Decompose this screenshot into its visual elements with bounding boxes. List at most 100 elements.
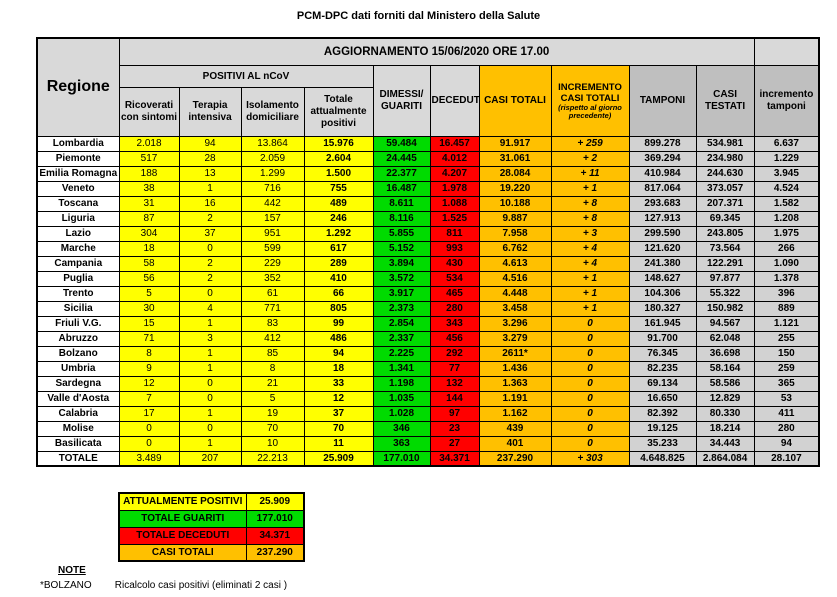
cell-incremento-casi: + 4 (550, 255, 630, 272)
cell-deceduti: 97 (429, 405, 480, 422)
cell-incremento-tamponi: 6.637 (753, 135, 820, 152)
cell-dimessi: 3.894 (372, 255, 431, 272)
cell-casi-testati: 73.564 (695, 240, 755, 257)
cell-incremento-tamponi: 1.975 (753, 225, 820, 242)
note-title: NOTE (58, 565, 86, 576)
cell-deceduti: 343 (429, 315, 480, 332)
cell-totale-positivi: 486 (303, 330, 374, 347)
cell-casi-totali: 9.887 (478, 210, 552, 227)
cell-isolamento: 19 (240, 405, 305, 422)
cell-casi-testati: 122.291 (695, 255, 755, 272)
cell-incremento-tamponi: 94 (753, 435, 820, 452)
cell-isolamento: 10 (240, 435, 305, 452)
cell-totale-positivi: 11 (303, 435, 374, 452)
cell-ricoverati: 18 (118, 240, 180, 257)
cell-casi-totali: 401 (478, 435, 552, 452)
cell-incremento-tamponi: 1.121 (753, 315, 820, 332)
cell-regione: Calabria (36, 405, 120, 422)
cell-dimessi: 3.572 (372, 270, 431, 287)
cell-tamponi: 127.913 (628, 210, 697, 227)
table-row: Bolzano 8 1 85 94 2.225 292 2611* 0 76.345 36.698 1… (36, 345, 820, 362)
cell-terapia: 4 (178, 300, 242, 317)
table-row: Marche 18 0 599 617 5.152 993 6.762 + 4 121.620 73… (36, 240, 820, 257)
header-row-update: Regione AGGIORNAMENTO 15/06/2020 ORE 17.… (36, 37, 820, 137)
cell-incremento-casi: 0 (550, 435, 630, 452)
cell-isolamento: 5 (240, 390, 305, 407)
cell-deceduti: 430 (429, 255, 480, 272)
cell-casi-testati: 36.698 (695, 345, 755, 362)
cell-tamponi: 817.064 (628, 180, 697, 197)
cell-incremento-casi: 0 (550, 405, 630, 422)
note-label: *BOLZANO (40, 580, 92, 591)
cell-regione: Emilia Romagna (36, 165, 120, 182)
cell-terapia: 3 (178, 330, 242, 347)
cell-dimessi: 5.855 (372, 225, 431, 242)
cell-dimessi: 1.341 (372, 360, 431, 377)
header-isolamento: Isolamento domiciliare (240, 86, 305, 137)
cell-incremento-casi: 0 (550, 345, 630, 362)
header-row-sub: Ricoverati con sintomi Terapia intensiva… (37, 86, 819, 137)
cell-dimessi: 177.010 (372, 450, 431, 467)
table-body: Lombardia 2.018 94 13.864 15.976 59.484 16.457… (36, 135, 820, 467)
cell-incremento-casi: 0 (550, 315, 630, 332)
cell-ricoverati: 2.018 (118, 135, 180, 152)
cell-tamponi: 241.380 (628, 255, 697, 272)
cell-regione: Valle d'Aosta (36, 390, 120, 407)
cell-deceduti: 132 (429, 375, 480, 392)
cell-deceduti: 23 (429, 420, 480, 437)
cell-deceduti: 465 (429, 285, 480, 302)
cell-totale-positivi: 18 (303, 360, 374, 377)
cell-incremento-tamponi: 4.524 (753, 180, 820, 197)
cell-isolamento: 1.299 (240, 165, 305, 182)
header-regione: Regione (36, 37, 120, 137)
cell-totale-positivi: 617 (303, 240, 374, 257)
cell-casi-testati: 2.864.084 (695, 450, 755, 467)
cell-incremento-casi: + 11 (550, 165, 630, 182)
cell-tamponi: 91.700 (628, 330, 697, 347)
cell-incremento-tamponi: 1.378 (753, 270, 820, 287)
cell-totale-positivi: 15.976 (303, 135, 374, 152)
cell-ricoverati: 3.489 (118, 450, 180, 467)
cell-dimessi: 1.198 (372, 375, 431, 392)
cell-casi-totali: 19.220 (478, 180, 552, 197)
cell-tamponi: 35.233 (628, 435, 697, 452)
cell-casi-testati: 12.829 (695, 390, 755, 407)
header-tamponi: TAMPONI (628, 64, 697, 137)
table-row: Trento 5 0 61 66 3.917 465 4.448 + 1 104.306 55.32… (36, 285, 820, 302)
cell-terapia: 2 (178, 270, 242, 287)
cell-terapia: 0 (178, 375, 242, 392)
cell-dimessi: 24.445 (372, 150, 431, 167)
header-incremento-casi: INCREMENTO CASI TOTALI (rispetto al gior… (550, 64, 630, 137)
cell-isolamento: 21 (240, 375, 305, 392)
cell-regione: Umbria (36, 360, 120, 377)
cell-totale-positivi: 66 (303, 285, 374, 302)
totale-row: TOTALE 3.489 207 22.213 25.909 177.010 34.371 2… (36, 450, 820, 467)
cell-terapia: 1 (178, 315, 242, 332)
cell-totale-positivi: 805 (303, 300, 374, 317)
cell-totale-positivi: 489 (303, 195, 374, 212)
cell-deceduti: 4.012 (429, 150, 480, 167)
cell-deceduti: 1.525 (429, 210, 480, 227)
cell-terapia: 0 (178, 240, 242, 257)
cell-casi-testati: 244.630 (695, 165, 755, 182)
header-positivi-group: POSITIVI AL nCoV (118, 64, 374, 88)
cell-regione: Sicilia (36, 300, 120, 317)
cell-terapia: 2 (178, 210, 242, 227)
table-row: Sicilia 30 4 771 805 2.373 280 3.458 + 1 180.327 1… (36, 300, 820, 317)
cell-dimessi: 1.035 (372, 390, 431, 407)
header-incremento-tamponi: incremento tamponi (753, 64, 820, 137)
cell-dimessi: 8.116 (372, 210, 431, 227)
cell-deceduti: 1.088 (429, 195, 480, 212)
cell-ricoverati: 188 (118, 165, 180, 182)
summary-row: ATTUALMENTE POSITIVI 25.909 (118, 492, 305, 511)
cell-casi-testati: 69.345 (695, 210, 755, 227)
table-row: Sardegna 12 0 21 33 1.198 132 1.363 0 69.134 58.58… (36, 375, 820, 392)
cell-incremento-casi: + 3 (550, 225, 630, 242)
cell-dimessi: 16.487 (372, 180, 431, 197)
cell-incremento-casi: + 1 (550, 300, 630, 317)
cell-casi-totali: 1.191 (478, 390, 552, 407)
cell-tamponi: 82.235 (628, 360, 697, 377)
cell-incremento-tamponi: 3.945 (753, 165, 820, 182)
cell-regione: Lazio (36, 225, 120, 242)
cell-incremento-tamponi: 280 (753, 420, 820, 437)
